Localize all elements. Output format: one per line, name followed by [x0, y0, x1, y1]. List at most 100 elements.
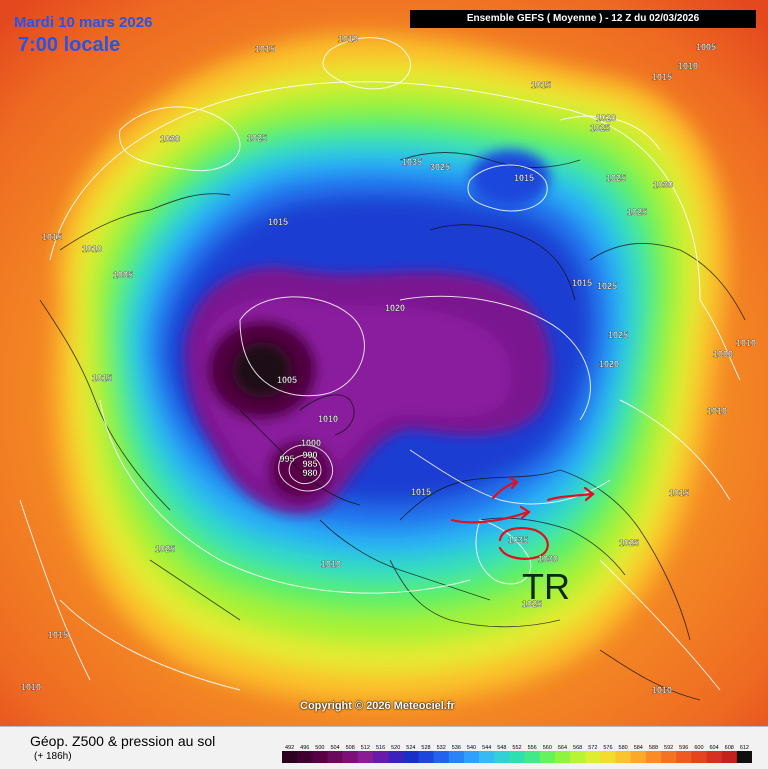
- annotation-tr-label: TR: [522, 566, 570, 607]
- colorbar-tick-label: 516: [376, 745, 385, 751]
- pressure-label: 1015: [48, 630, 68, 640]
- colorbar-swatch: [676, 751, 692, 763]
- colorbar-swatch: [539, 751, 556, 763]
- pressure-label: 1010: [321, 559, 341, 569]
- annotation-arrow-east: [546, 492, 594, 502]
- colorbar-swatch: [585, 751, 601, 763]
- colorbar-swatch: [463, 751, 480, 763]
- pressure-label: 1005: [113, 270, 133, 280]
- pressure-label: 1025: [155, 544, 175, 554]
- colorbar-swatch: [388, 751, 404, 763]
- colorbar-swatch: [706, 751, 722, 763]
- colorbar-swatch: [479, 751, 495, 763]
- pressure-label: 1025: [608, 330, 628, 340]
- pressure-labels: 1015 1019 1030 1025 1035 3025 1015 1015 1005 1010…: [21, 34, 756, 695]
- pressure-label: 1015: [411, 487, 431, 497]
- pressure-label: 1025: [627, 207, 647, 217]
- colorbar-swatch: [645, 751, 662, 763]
- colorbar-tick-label: 564: [558, 745, 567, 751]
- colorbar-swatch: [342, 751, 359, 763]
- pressure-label: 1025: [619, 538, 639, 548]
- pressure-label: 1010: [21, 682, 41, 692]
- colorbar-swatch: [433, 751, 450, 763]
- colorbar-tick-label: 532: [437, 745, 446, 751]
- colorbar-tick-label: 548: [497, 745, 506, 751]
- map-title: Géop. Z500 & pression au sol: [30, 733, 216, 749]
- pressure-label: 1005: [277, 375, 297, 385]
- pressure-label: 1020: [385, 303, 405, 313]
- pressure-label: 1020: [596, 113, 616, 123]
- coastlines: [39, 152, 746, 701]
- pressure-label: 1015: [572, 278, 592, 288]
- isobars: [19, 37, 741, 691]
- annotation-arrow-west: [450, 510, 530, 524]
- colorbar-swatch: [297, 751, 313, 763]
- colorbar-tick-label: 552: [512, 745, 521, 751]
- colorbar-swatch: [282, 751, 298, 763]
- colorbar-tick-label: 556: [528, 745, 537, 751]
- pressure-label: 1019: [338, 34, 358, 44]
- run-info-box: Ensemble GEFS ( Moyenne ) - 12 Z du 02/0…: [410, 10, 756, 28]
- pressure-label: 1010: [318, 414, 338, 424]
- colorbar-tick-label: 600: [694, 745, 703, 751]
- colorbar-swatch: [509, 751, 525, 763]
- colorbar-tick-label: 504: [330, 745, 339, 751]
- colorbar-tick-label: 492: [285, 745, 294, 751]
- pressure-label: 1000: [713, 349, 733, 359]
- geopotential-colorbar: 492 496 500 504 508 512 516 520 524 528 532 536 540 5…: [282, 745, 752, 763]
- low-siberia: [470, 150, 550, 206]
- copyright-text: Copyright © 2026 Meteociel.fr: [300, 700, 455, 712]
- colorbar-swatch: [418, 751, 434, 763]
- colorbar-tick-label: 528: [421, 745, 430, 751]
- colorbar-swatch: [630, 751, 647, 763]
- pressure-label: 985: [302, 459, 317, 469]
- colorbar-tick-label: 604: [710, 745, 719, 751]
- colorbar-tick-label: 500: [315, 745, 324, 751]
- pressure-label: 1035: [508, 535, 528, 545]
- pressure-label: 1015: [669, 488, 689, 498]
- pressure-label: 1010: [678, 61, 698, 71]
- forecast-time: 7:00 locale: [18, 34, 121, 56]
- forecast-hour: (+ 186h): [34, 751, 72, 762]
- pressure-label: 1010: [736, 338, 756, 348]
- colorbar-tick-label: 544: [482, 745, 491, 751]
- colorbar-tick-label: 508: [346, 745, 355, 751]
- colorbar-tick-label: 608: [725, 745, 734, 751]
- pressure-label: 1015: [268, 217, 288, 227]
- pressure-label: 1025: [597, 281, 617, 291]
- pressure-label: 1025: [247, 133, 267, 143]
- annotation-arrow-north: [491, 480, 518, 500]
- colorbar-tick-label: 540: [467, 745, 476, 751]
- geopotential-map: 1015 1019 1030 1025 1035 3025 1015 1015 1005 1010…: [0, 0, 768, 726]
- colorbar-swatch: [736, 751, 752, 763]
- colorbar-tick-label: 524: [406, 745, 415, 751]
- colorbar-tick-label: 568: [573, 745, 582, 751]
- pressure-label: 1020: [599, 359, 619, 369]
- low-geopotential-core: [184, 267, 552, 514]
- colorbar-swatch: [448, 751, 465, 763]
- colorbar-swatch: [372, 751, 389, 763]
- pressure-label: 1015: [42, 232, 62, 242]
- red-annotations: [450, 476, 595, 560]
- pressure-label: 1010: [707, 406, 727, 416]
- pressure-label: 1030: [538, 554, 558, 564]
- colorbar-tick-label: 592: [664, 745, 673, 751]
- annotation-high-circle: [498, 527, 549, 560]
- pressure-label: 1025: [590, 123, 610, 133]
- colorbar-tick-label: 596: [679, 745, 688, 751]
- colorbar-tick-label: 576: [603, 745, 612, 751]
- pressure-label: 1015: [514, 173, 534, 183]
- pressure-label: 1030: [160, 134, 180, 144]
- colorbar-swatch: [357, 751, 374, 763]
- pressure-label: 1035: [402, 157, 422, 167]
- pressure-label: 1015: [255, 44, 275, 54]
- colorbar-swatch: [721, 751, 738, 763]
- pressure-label: 3025: [430, 162, 450, 172]
- colorbar-swatch: [554, 751, 571, 763]
- pressure-label: 1015: [652, 72, 672, 82]
- colorbar-tick-label: 512: [361, 745, 370, 751]
- pressure-label: 995: [279, 454, 294, 464]
- colorbar-swatch: [524, 751, 541, 763]
- pressure-label: 1030: [653, 180, 673, 190]
